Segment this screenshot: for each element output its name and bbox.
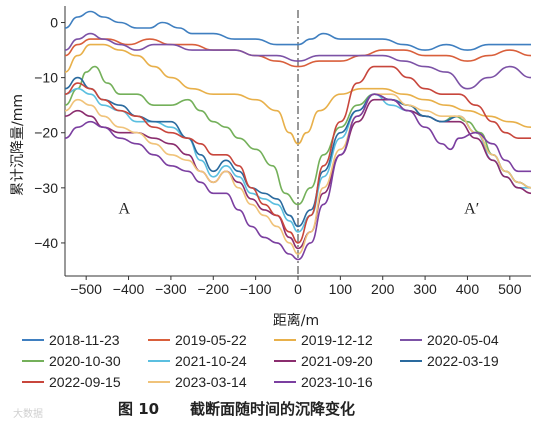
tick-labels: −500 −400 −300 −200 −100 0 100 200 300 400 500 0 −10…	[34, 15, 521, 297]
y-tick-label: −10	[34, 70, 58, 86]
y-axis-title: 累计沉降量/mm	[10, 94, 26, 196]
caption-number: 图 10	[118, 400, 159, 418]
legend-label: 2021-10-24	[175, 353, 247, 369]
legend-label: 2022-09-15	[49, 374, 121, 390]
watermark: 大数据	[13, 407, 43, 420]
series-line-2019-12-12	[64, 43, 532, 145]
x-tick-label: 200	[371, 281, 395, 297]
x-tick-label: −300	[155, 281, 187, 297]
legend-label: 2023-10-16	[301, 374, 373, 390]
series-line-2021-09-20	[64, 98, 532, 250]
series-line-2023-03-14	[64, 93, 532, 255]
series-line-2020-10-30	[64, 65, 532, 206]
y-tick-label: 0	[50, 15, 58, 31]
x-tick-label: 0	[294, 281, 302, 297]
x-tick-label: 400	[456, 281, 480, 297]
x-tick-label: 300	[413, 281, 437, 297]
x-tick-label: −400	[113, 281, 145, 297]
x-axis-title: 距离/m	[273, 312, 319, 329]
section-annotations: A A′	[119, 200, 480, 217]
legend-label: 2022-03-19	[427, 353, 499, 369]
x-tick-label: −200	[197, 281, 229, 297]
y-tick-label: −30	[34, 180, 58, 196]
series-line-2022-09-15	[64, 65, 531, 244]
caption-text: 截断面随时间的沉降变化	[190, 400, 355, 418]
legend-label: 2020-05-04	[427, 332, 499, 348]
annotation-label: A′	[464, 200, 479, 217]
legend: 2018-11-23 2019-05-22 2019-12-12 2020-05-04…	[22, 332, 499, 390]
x-tick-label: 500	[498, 281, 522, 297]
series-lines	[64, 10, 532, 261]
series-line-2019-05-22	[64, 38, 532, 68]
y-tick-label: −20	[34, 125, 58, 141]
axis-frame	[64, 6, 531, 277]
x-tick-label: −500	[70, 281, 102, 297]
legend-label: 2020-10-30	[49, 353, 121, 369]
series-line-2022-03-19	[64, 76, 532, 228]
legend-label: 2019-12-12	[301, 332, 373, 348]
legend-label: 2019-05-22	[175, 332, 247, 348]
legend-label: 2023-03-14	[175, 374, 247, 390]
y-tick-label: −40	[34, 235, 58, 251]
x-tick-label: 100	[329, 281, 353, 297]
legend-label: 2018-11-23	[49, 332, 120, 348]
series-line-2018-11-23	[64, 10, 531, 51]
series-line-2023-10-16	[64, 93, 531, 261]
legend-label: 2021-09-20	[301, 353, 373, 369]
series-line-2020-05-04	[64, 32, 532, 90]
annotation-label: A	[119, 200, 131, 217]
x-tick-label: −100	[240, 281, 272, 297]
